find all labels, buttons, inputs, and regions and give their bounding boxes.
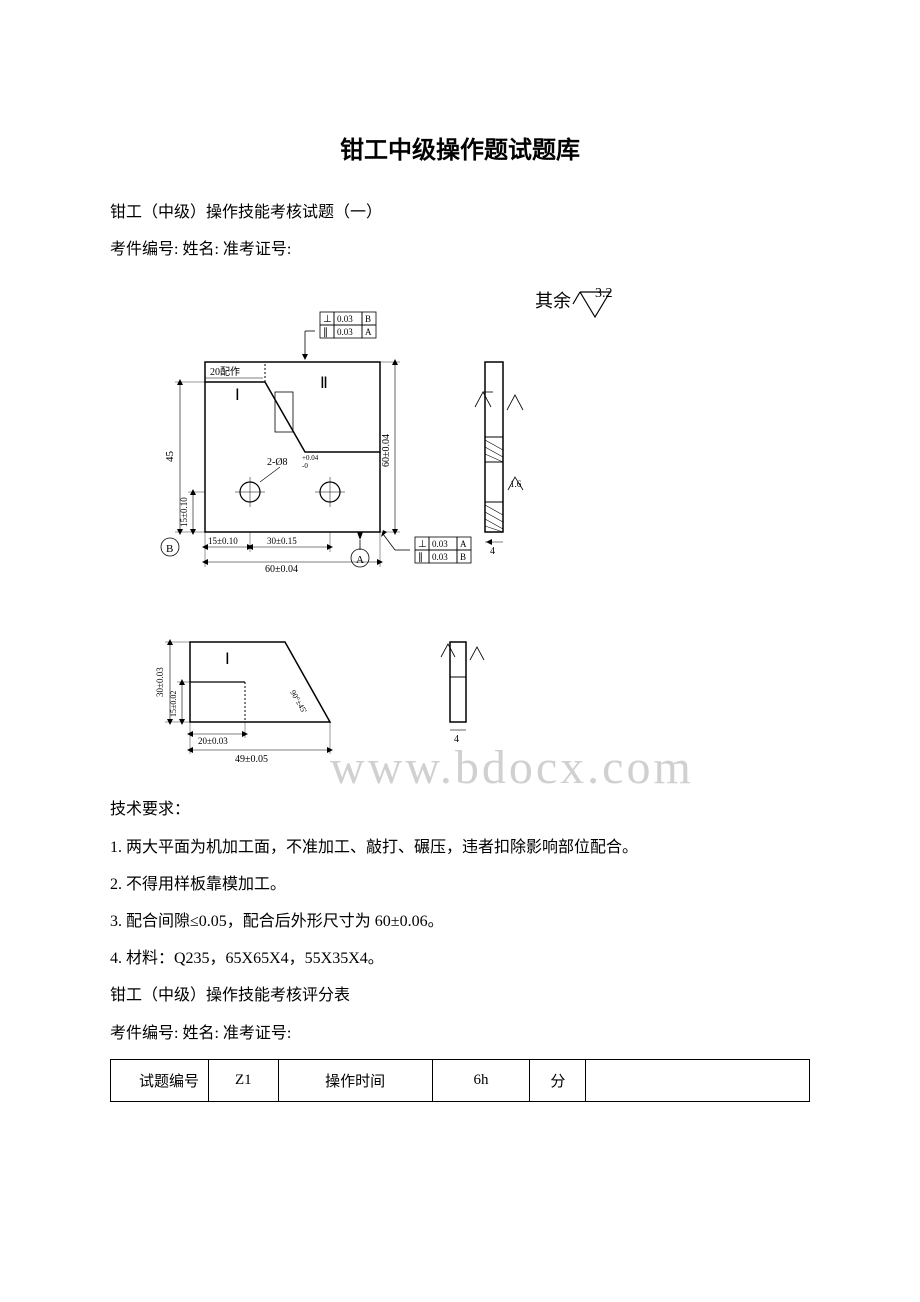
drawing-2-svg: Ⅰ 30±0.03 15±0.02 20±0.03 49±0.05 — [135, 622, 575, 772]
svg-text:30±0.03: 30±0.03 — [155, 667, 165, 697]
svg-text:90°±45': 90°±45' — [288, 689, 309, 716]
bot-tolerance-frame: ⊥ 0.03 A ∥ 0.03 B — [381, 530, 471, 563]
dim-20-label: 20配作 — [210, 366, 240, 378]
cell-label-2: 操作时间 — [278, 1059, 432, 1101]
rest-label: 其余 — [535, 291, 571, 311]
cell-label-3: 分 — [530, 1059, 586, 1101]
svg-text:60±0.04: 60±0.04 — [381, 434, 392, 467]
technical-drawing-2: Ⅰ 30±0.03 15±0.02 20±0.03 49±0.05 — [135, 622, 810, 772]
roman-1-d2: Ⅰ — [225, 651, 230, 668]
eval-candidate-line: 考件编号: 姓名: 准考证号: — [110, 1016, 810, 1051]
left-dims: 45 15±0.10 — [164, 379, 205, 535]
svg-text:0.03: 0.03 — [432, 539, 448, 549]
svg-text:0.03: 0.03 — [432, 552, 448, 562]
svg-text:-0: -0 — [302, 462, 308, 470]
svg-text:B: B — [166, 543, 173, 555]
cell-value-1: Z1 — [208, 1059, 278, 1101]
svg-text:0.03: 0.03 — [337, 314, 353, 324]
right-dim-60: 60±0.04 — [380, 359, 400, 535]
svg-text:2-Ø8: 2-Ø8 — [267, 457, 288, 468]
svg-text:A: A — [460, 539, 467, 549]
svg-text:15±0.10: 15±0.10 — [179, 497, 189, 527]
tech-req-2: 2. 不得用样板靠模加工。 — [110, 867, 810, 902]
roman-2: Ⅱ — [320, 375, 328, 392]
svg-text:15±0.02: 15±0.02 — [169, 691, 178, 717]
svg-text:15±0.10: 15±0.10 — [208, 536, 238, 546]
drawing-1-svg: 其余 3.2 ⊥ 0.03 B ∥ 0.03 A — [135, 282, 695, 592]
tech-req-header: 技术要求： — [110, 792, 810, 827]
svg-text:⊥: ⊥ — [323, 314, 332, 325]
svg-text:20±0.03: 20±0.03 — [198, 736, 228, 746]
svg-text:∥: ∥ — [418, 552, 423, 563]
svg-text:4: 4 — [454, 734, 459, 745]
side-view-1: 1.6 4 — [475, 362, 523, 557]
eval-header: 钳工（中级）操作技能考核评分表 — [110, 978, 810, 1013]
document-title: 钳工中级操作题试题库 — [110, 130, 810, 165]
svg-text:4: 4 — [490, 546, 495, 557]
svg-text:60±0.04: 60±0.04 — [265, 564, 298, 575]
roman-1: Ⅰ — [235, 387, 240, 404]
svg-text:B: B — [460, 552, 466, 562]
exam-header-line: 钳工（中级）操作技能考核试题（一） — [110, 195, 810, 230]
technical-drawing-1: 其余 3.2 ⊥ 0.03 B ∥ 0.03 A — [135, 282, 810, 592]
main-part-outline — [205, 362, 380, 532]
svg-text:1.6: 1.6 — [510, 479, 522, 489]
top-tolerance-frame: ⊥ 0.03 B ∥ 0.03 A — [302, 312, 376, 360]
tech-req-1: 1. 两大平面为机加工面，不准加工、敲打、碾压，违者扣除影响部位配合。 — [110, 830, 810, 865]
candidate-info-line: 考件编号: 姓名: 准考证号: — [110, 232, 810, 267]
rest-value: 3.2 — [595, 286, 613, 301]
svg-text:B: B — [365, 314, 371, 324]
svg-text:49±0.05: 49±0.05 — [235, 754, 268, 765]
cell-empty — [586, 1059, 810, 1101]
svg-text:45: 45 — [164, 451, 176, 463]
cell-label-1: 试题编号 — [111, 1059, 209, 1101]
tech-req-3: 3. 配合间隙≤0.05，配合后外形尺寸为 60±0.06。 — [110, 904, 810, 939]
svg-text:A: A — [356, 554, 364, 566]
svg-text:30±0.15: 30±0.15 — [267, 536, 297, 546]
score-table: 试题编号 Z1 操作时间 6h 分 — [110, 1059, 810, 1102]
svg-text:+0.04: +0.04 — [302, 454, 319, 462]
cell-value-2: 6h — [432, 1059, 530, 1101]
svg-text:⊥: ⊥ — [418, 539, 427, 550]
svg-text:0.03: 0.03 — [337, 327, 353, 337]
holes: 2-Ø8 +0.04 -0 — [235, 454, 345, 507]
tech-req-4: 4. 材料：Q235，65X65X4，55X35X4。 — [110, 941, 810, 976]
table-row: 试题编号 Z1 操作时间 6h 分 — [111, 1059, 810, 1101]
svg-text:A: A — [365, 327, 372, 337]
svg-text:∥: ∥ — [323, 327, 328, 338]
